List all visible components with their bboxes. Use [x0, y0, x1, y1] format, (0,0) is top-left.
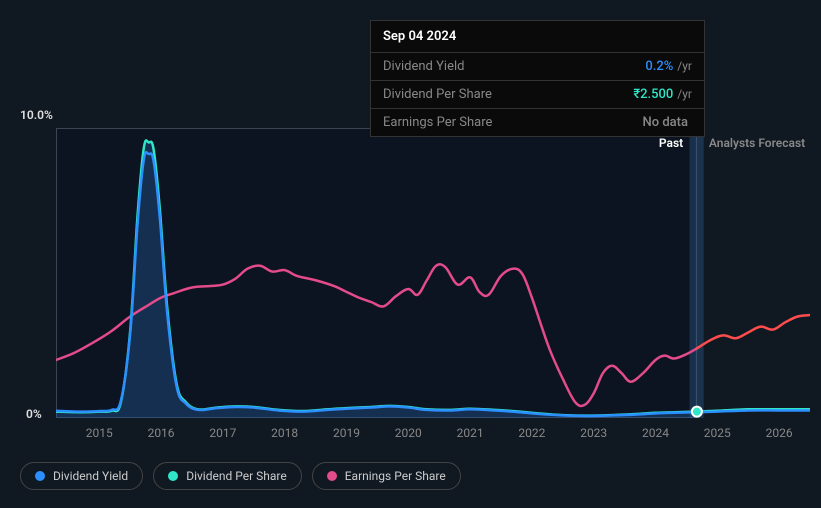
tooltip-date: Sep 04 2024	[371, 21, 704, 53]
legend-item-earnings-per-share[interactable]: Earnings Per Share	[312, 462, 461, 490]
legend-dot	[327, 471, 337, 481]
x-tick-label: 2019	[333, 426, 360, 440]
chart-legend: Dividend Yield Dividend Per Share Earnin…	[20, 462, 461, 490]
legend-item-dividend-per-share[interactable]: Dividend Per Share	[153, 462, 302, 490]
x-tick-label: 2016	[148, 426, 175, 440]
x-tick-label: 2024	[642, 426, 669, 440]
x-tick-label: 2026	[766, 426, 793, 440]
x-tick-label: 2023	[580, 426, 607, 440]
legend-label: Dividend Yield	[53, 469, 128, 483]
y-axis-min: 0%	[26, 407, 42, 421]
tooltip-value: 0.2% /yr	[645, 59, 692, 74]
tooltip-row: Earnings Per Share No data	[371, 109, 704, 136]
chart-container: 10.0% 0% Past Analysts Forecast 2015 2016…	[20, 110, 810, 450]
x-tick-label: 2015	[86, 426, 113, 440]
x-tick-label: 2018	[271, 426, 298, 440]
tooltip-value: ₹2.500 /yr	[633, 87, 692, 102]
legend-dot	[168, 471, 178, 481]
tooltip-label: Dividend Yield	[383, 59, 464, 74]
legend-item-dividend-yield[interactable]: Dividend Yield	[20, 462, 143, 490]
tooltip-row: Dividend Yield 0.2% /yr	[371, 53, 704, 81]
x-tick-label: 2021	[457, 426, 484, 440]
chart-plot[interactable]: Past Analysts Forecast	[56, 128, 810, 418]
chart-tooltip: Sep 04 2024 Dividend Yield 0.2% /yr Divi…	[370, 20, 705, 137]
legend-label: Earnings Per Share	[345, 469, 446, 483]
section-label-past: Past	[659, 136, 683, 150]
y-axis-max: 10.0%	[20, 108, 53, 122]
tooltip-label: Dividend Per Share	[383, 87, 492, 102]
x-tick-label: 2020	[395, 426, 422, 440]
x-tick-label: 2025	[704, 426, 731, 440]
x-axis-labels: 2015 2016 2017 2018 2019 2020 2021 2022 2023 2024…	[56, 426, 810, 446]
legend-dot	[35, 471, 45, 481]
tooltip-row: Dividend Per Share ₹2.500 /yr	[371, 81, 704, 109]
section-label-forecast: Analysts Forecast	[709, 136, 805, 150]
tooltip-value: No data	[643, 115, 693, 130]
legend-label: Dividend Per Share	[186, 469, 287, 483]
x-tick-label: 2022	[518, 426, 545, 440]
x-tick-label: 2017	[209, 426, 236, 440]
tooltip-label: Earnings Per Share	[383, 115, 492, 130]
